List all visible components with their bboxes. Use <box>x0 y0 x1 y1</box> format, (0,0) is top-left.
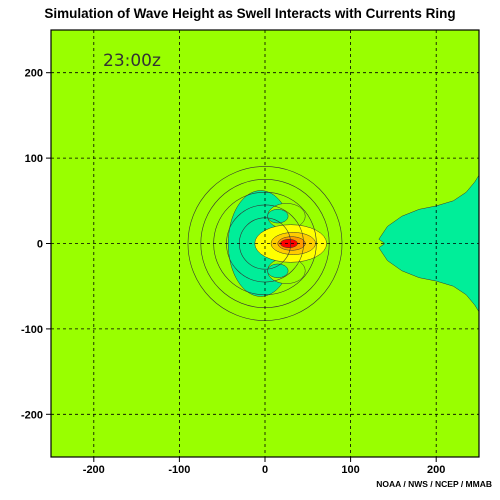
x-tick-label: 200 <box>427 464 445 476</box>
x-tick-label: 100 <box>341 464 359 476</box>
credit-text: NOAA / NWS / NCEP / MMAB <box>376 479 492 489</box>
grid-lines <box>51 30 479 457</box>
wake-region <box>378 174 479 313</box>
y-tick-label: 200 <box>25 68 43 80</box>
region-eye-north <box>267 209 289 224</box>
axis-ticks: -200 -100 0 100 200 -200 -100 0 100 200 <box>21 68 445 476</box>
x-tick-label: -200 <box>83 464 105 476</box>
y-tick-label: 0 <box>37 239 43 251</box>
region-peak <box>280 238 298 249</box>
y-tick-label: 100 <box>25 153 43 165</box>
y-tick-label: -200 <box>21 409 43 421</box>
x-tick-label: -100 <box>168 464 190 476</box>
x-tick-label: 0 <box>262 464 268 476</box>
y-tick-label: -100 <box>21 324 43 336</box>
region-eye-south <box>267 263 289 278</box>
chart-title: Simulation of Wave Height as Swell Inter… <box>44 6 456 21</box>
time-label: 23:00z <box>103 51 161 71</box>
